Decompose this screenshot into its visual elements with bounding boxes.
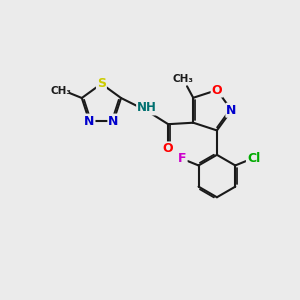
Text: F: F [178,152,187,166]
Text: N: N [108,115,119,128]
Text: Cl: Cl [247,152,260,165]
Text: N: N [84,115,94,128]
Text: NH: NH [137,101,157,115]
Text: CH₃: CH₃ [50,85,71,96]
Text: O: O [163,142,173,155]
Text: N: N [226,104,237,117]
Text: CH₃: CH₃ [172,74,194,84]
Text: O: O [212,84,222,97]
Text: S: S [97,77,106,90]
